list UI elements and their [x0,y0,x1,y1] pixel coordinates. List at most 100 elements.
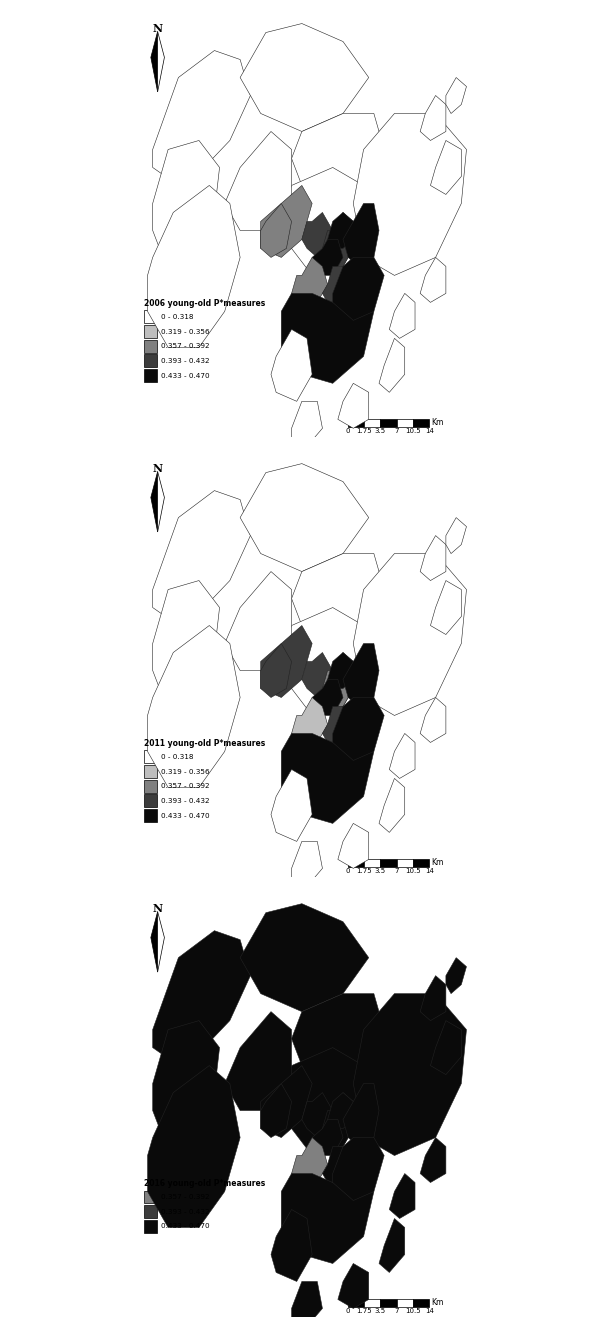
Polygon shape [240,904,369,1012]
Polygon shape [271,770,312,841]
Text: 0 - 0.318: 0 - 0.318 [161,314,193,320]
Bar [380,859,397,867]
Bar [413,419,429,426]
Polygon shape [153,50,251,185]
Bar [144,340,157,353]
Text: 0: 0 [346,429,350,434]
Polygon shape [261,204,292,258]
Text: 7: 7 [394,1308,399,1314]
Bar [144,1220,157,1233]
Bar [348,419,364,426]
Polygon shape [271,1209,312,1282]
Text: 0.319 - 0.356: 0.319 - 0.356 [161,769,209,774]
Text: 0.357 - 0.392: 0.357 - 0.392 [161,1193,209,1200]
Text: 10.5: 10.5 [405,429,421,434]
Bar [144,810,157,822]
Text: 14: 14 [425,868,433,875]
Polygon shape [153,140,220,258]
Bar [380,419,397,426]
Polygon shape [446,958,467,994]
Polygon shape [147,626,240,787]
Polygon shape [312,680,343,716]
Text: 3.5: 3.5 [375,868,386,875]
Polygon shape [322,213,353,266]
Text: 0: 0 [346,1308,350,1314]
Polygon shape [389,1174,415,1218]
Polygon shape [338,823,369,868]
Polygon shape [281,733,374,823]
Text: 1.75: 1.75 [356,1308,372,1314]
Text: N: N [152,22,163,34]
Polygon shape [292,553,384,643]
Polygon shape [420,975,446,1020]
Polygon shape [281,1048,363,1155]
Polygon shape [151,912,158,972]
Bar [144,765,157,778]
Polygon shape [147,1065,240,1228]
Text: 10.5: 10.5 [405,868,421,875]
Polygon shape [328,213,359,249]
Polygon shape [292,1138,328,1183]
Polygon shape [353,994,467,1155]
Bar [144,311,157,323]
Polygon shape [328,1093,359,1129]
Polygon shape [322,652,353,706]
Polygon shape [338,384,369,429]
Polygon shape [292,258,328,303]
Polygon shape [292,401,322,446]
Polygon shape [261,626,312,697]
Polygon shape [151,32,158,91]
Polygon shape [271,329,312,401]
Polygon shape [302,652,333,697]
Polygon shape [333,697,384,770]
Text: 0.357 - 0.392: 0.357 - 0.392 [161,343,209,349]
Polygon shape [261,1065,312,1138]
Polygon shape [153,491,251,626]
Polygon shape [292,114,384,204]
Polygon shape [420,258,446,303]
Text: 14: 14 [425,429,433,434]
Text: 0: 0 [346,868,350,875]
Text: 2016 young-old P*measures: 2016 young-old P*measures [144,1179,265,1188]
Polygon shape [261,643,292,697]
Polygon shape [322,1093,353,1147]
Polygon shape [343,643,379,706]
Polygon shape [322,706,348,742]
Polygon shape [379,778,405,832]
Text: Km: Km [431,859,443,867]
Text: 7: 7 [394,868,399,875]
Polygon shape [430,581,461,635]
Text: 1.75: 1.75 [356,868,372,875]
Text: 0.433 - 0.470: 0.433 - 0.470 [161,373,209,378]
Polygon shape [292,1282,322,1323]
Bar [144,1191,157,1204]
Polygon shape [353,553,467,716]
Polygon shape [158,32,165,91]
Text: Km: Km [431,1298,443,1307]
Polygon shape [281,1174,374,1263]
Polygon shape [446,78,467,114]
Text: N: N [152,463,163,474]
Polygon shape [147,185,240,348]
Bar [397,419,413,426]
Bar [397,1299,413,1307]
Polygon shape [225,131,292,230]
Bar [364,419,380,426]
Bar [144,1205,157,1218]
Text: 2006 young-old P*measures: 2006 young-old P*measures [144,299,265,308]
Polygon shape [261,185,312,258]
Polygon shape [281,168,363,275]
Text: Km: Km [431,418,443,427]
Polygon shape [158,912,165,972]
Polygon shape [430,140,461,194]
Polygon shape [343,1084,379,1147]
Polygon shape [225,572,292,671]
Polygon shape [151,471,158,532]
Polygon shape [353,114,467,275]
Polygon shape [389,733,415,778]
Text: 0.319 - 0.356: 0.319 - 0.356 [161,328,209,335]
Polygon shape [158,471,165,532]
Bar [348,859,364,867]
Bar [144,369,157,382]
Polygon shape [430,1020,461,1074]
